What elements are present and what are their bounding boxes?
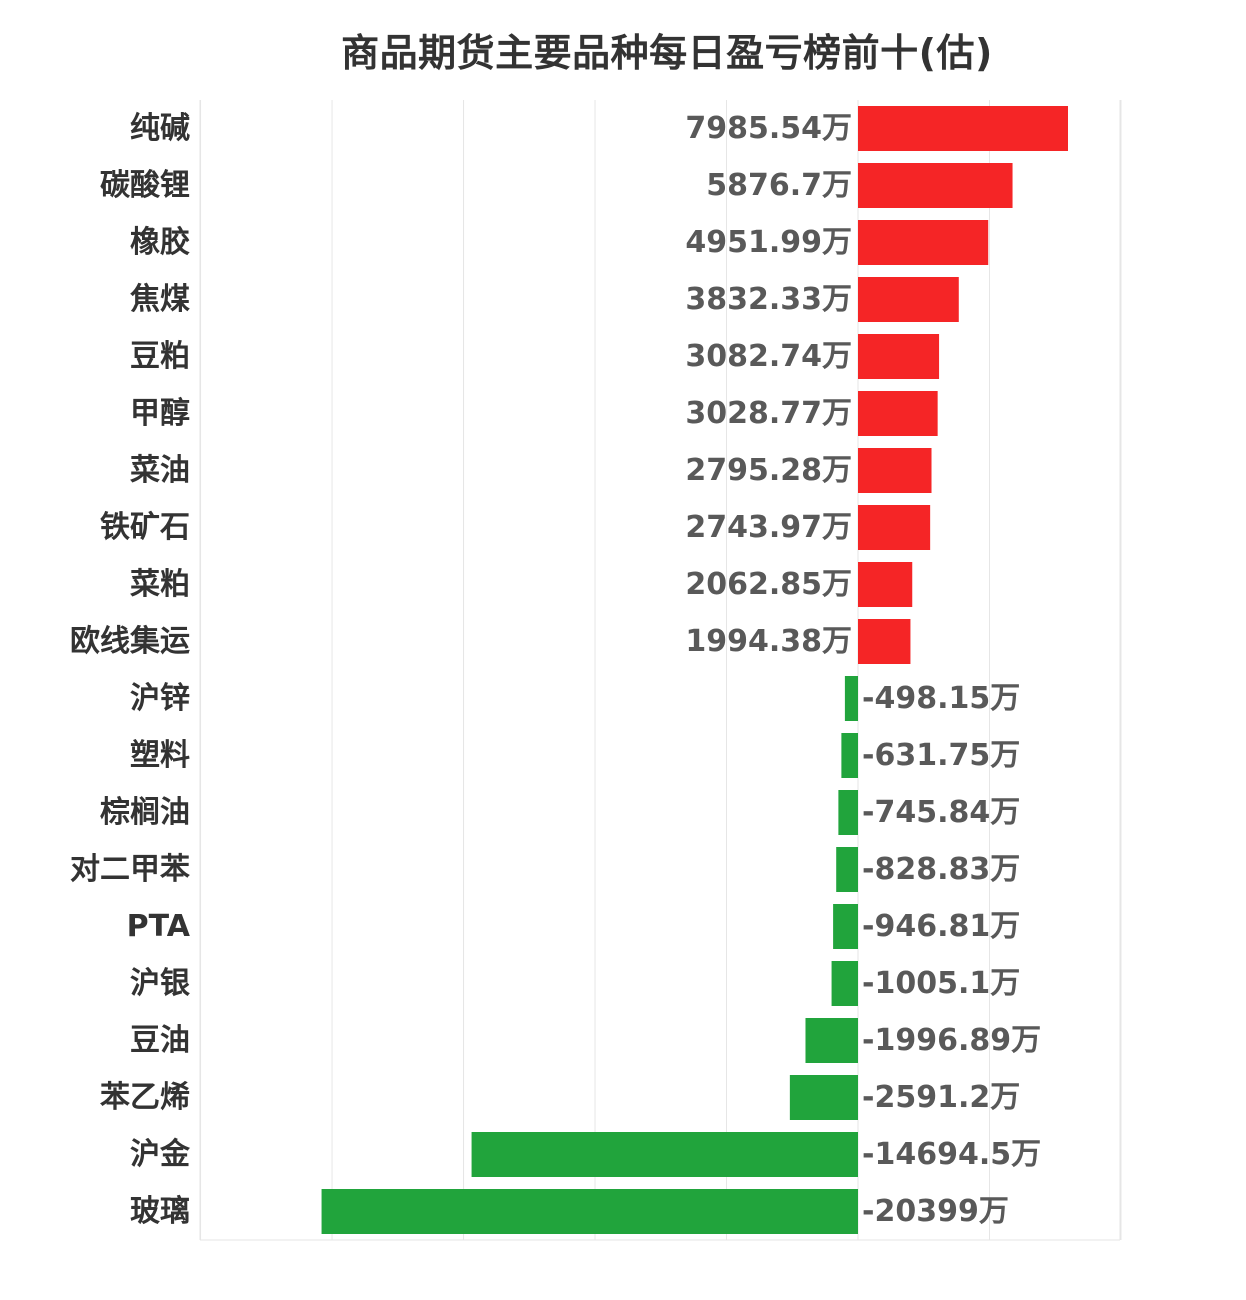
- category-label: 塑料: [130, 738, 190, 773]
- data-label: 7985.54万: [685, 111, 852, 146]
- bar: [789, 1075, 858, 1120]
- data-label: 2795.28万: [685, 453, 852, 488]
- bar: [321, 1189, 858, 1234]
- category-label: 焦煤: [130, 282, 190, 317]
- bar: [833, 904, 858, 949]
- data-label: -631.75万: [862, 738, 1020, 773]
- grid-lines: [199, 100, 1122, 1241]
- data-label: 5876.7万: [706, 168, 852, 203]
- bar: [858, 106, 1068, 151]
- bars: [321, 106, 1068, 1234]
- bar: [841, 733, 858, 778]
- data-label: 3832.33万: [685, 282, 852, 317]
- data-label: 2062.85万: [685, 567, 852, 602]
- bar: [858, 220, 989, 265]
- data-label: -1996.89万: [862, 1023, 1041, 1058]
- category-label: 玻璃: [130, 1194, 190, 1229]
- data-label: 4951.99万: [685, 225, 852, 260]
- bar: [471, 1132, 858, 1177]
- category-label: 铁矿石: [100, 510, 190, 545]
- bar: [858, 163, 1013, 208]
- category-label: 沪锌: [130, 681, 190, 716]
- category-label: 菜粕: [130, 567, 190, 602]
- category-label: 沪银: [130, 966, 190, 1001]
- category-label: 纯碱: [130, 111, 190, 146]
- data-label: 3082.74万: [685, 339, 852, 374]
- data-label: 3028.77万: [685, 396, 852, 431]
- data-label: 2743.97万: [685, 510, 852, 545]
- bar: [858, 277, 959, 322]
- data-label: -14694.5万: [862, 1137, 1041, 1172]
- category-label: 苯乙烯: [100, 1080, 190, 1115]
- bar: [858, 448, 932, 493]
- category-label: 对二甲苯: [70, 852, 190, 887]
- category-label: 豆油: [130, 1023, 190, 1058]
- data-label: -946.81万: [862, 909, 1020, 944]
- bar: [858, 619, 911, 664]
- bar: [836, 847, 858, 892]
- bar: [844, 676, 858, 721]
- category-label: PTA: [127, 909, 191, 944]
- bar: [858, 391, 938, 436]
- category-label: 沪金: [130, 1137, 191, 1172]
- category-label: 豆粕: [130, 339, 190, 374]
- data-label: -745.84万: [862, 795, 1020, 830]
- bar: [831, 961, 858, 1006]
- bar: [805, 1018, 858, 1063]
- data-label: -1005.1万: [862, 966, 1020, 1001]
- bar: [858, 334, 940, 379]
- data-label: -498.15万: [862, 681, 1020, 716]
- bar: [858, 562, 913, 607]
- data-label: 1994.38万: [685, 624, 852, 659]
- category-label: 碳酸锂: [100, 168, 190, 203]
- category-label: 棕榈油: [100, 795, 190, 830]
- category-label: 甲醇: [130, 396, 190, 431]
- category-label: 菜油: [130, 453, 190, 488]
- chart-title: 商品期货主要品种每日盈亏榜前十(估): [341, 31, 993, 75]
- data-label: -828.83万: [862, 852, 1020, 887]
- category-label: 橡胶: [130, 225, 190, 260]
- data-label: -20399万: [862, 1194, 1009, 1229]
- bar: [838, 790, 858, 835]
- bar: [858, 505, 931, 550]
- data-label: -2591.2万: [862, 1080, 1020, 1115]
- category-label: 欧线集运: [70, 624, 190, 659]
